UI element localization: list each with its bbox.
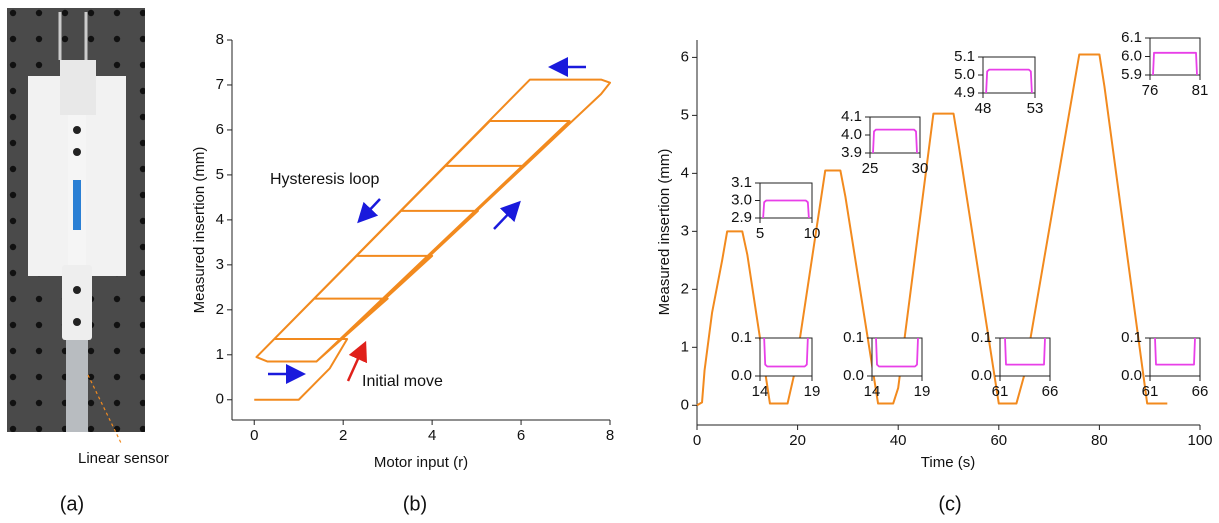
y-tick-label: 3.9 <box>841 144 862 161</box>
x-tick-label: 4 <box>428 427 436 444</box>
y-tick-label: 5 <box>216 166 224 183</box>
y-tick-label: 0 <box>681 396 689 413</box>
x-axis-label: Motor input (r) <box>374 454 468 471</box>
inset-frame <box>871 337 923 377</box>
data-line <box>872 128 918 154</box>
x-tick-label: 53 <box>1027 100 1044 117</box>
y-tick-label: 3 <box>216 256 224 273</box>
y-tick-label: 2.9 <box>731 209 752 226</box>
x-tick-label: 19 <box>914 383 931 400</box>
x-tick-label: 61 <box>1142 383 1159 400</box>
y-tick-label: 0.0 <box>731 367 752 384</box>
panel-label: (b) <box>403 493 427 515</box>
y-tick-label: 3 <box>681 222 689 239</box>
data-line <box>696 53 1168 407</box>
data-line <box>1154 337 1196 366</box>
x-tick-label: 8 <box>606 427 614 444</box>
x-tick-label: 19 <box>804 383 821 400</box>
y-axis-label: Measured insertion (mm) <box>191 147 208 314</box>
y-tick-label: 6.1 <box>1121 29 1142 46</box>
y-tick-label: 0.1 <box>1121 329 1142 346</box>
data-line <box>254 78 611 401</box>
y-tick-label: 1 <box>216 346 224 363</box>
y-tick-label: 5.0 <box>954 66 975 83</box>
y-tick-label: 0 <box>216 391 224 408</box>
data-line <box>762 199 810 219</box>
photo-annotation: Linear sensor <box>78 450 169 467</box>
y-tick-label: 5 <box>681 106 689 123</box>
y-tick-label: 4.0 <box>841 126 862 143</box>
y-tick-label: 0.1 <box>731 329 752 346</box>
inset-frame <box>999 337 1051 377</box>
x-tick-label: 80 <box>1091 432 1108 449</box>
y-tick-label: 4.1 <box>841 108 862 125</box>
x-tick-label: 10 <box>804 225 821 242</box>
x-tick-label: 0 <box>693 432 701 449</box>
inset-bg <box>1000 338 1050 376</box>
x-tick-label: 60 <box>990 432 1007 449</box>
x-tick-label: 2 <box>339 427 347 444</box>
annotation: Hysteresis loop <box>270 171 379 188</box>
y-tick-label: 6.0 <box>1121 47 1142 64</box>
photo <box>7 8 145 446</box>
y-tick-label: 3.0 <box>731 191 752 208</box>
y-tick-label: 0.0 <box>971 367 992 384</box>
x-tick-label: 81 <box>1192 82 1209 99</box>
data-line <box>875 337 919 368</box>
y-tick-label: 0.0 <box>843 367 864 384</box>
data-line <box>1004 337 1046 366</box>
inset-bg <box>872 338 922 376</box>
x-tick-label: 48 <box>975 100 992 117</box>
y-tick-label: 3.1 <box>731 174 752 191</box>
y-tick-label: 6 <box>681 48 689 65</box>
x-tick-label: 20 <box>789 432 806 449</box>
x-tick-label: 0 <box>250 427 258 444</box>
x-tick-label: 40 <box>890 432 907 449</box>
x-tick-label: 100 <box>1187 432 1212 449</box>
data-line <box>1152 51 1198 76</box>
y-tick-label: 0.0 <box>1121 367 1142 384</box>
inset-frame <box>759 337 813 377</box>
inset-bg <box>870 117 920 153</box>
data-line <box>985 68 1033 94</box>
y-tick-label: 7 <box>216 76 224 93</box>
inset-bg <box>983 57 1035 93</box>
arrows <box>268 57 586 384</box>
y-tick-label: 4.9 <box>954 84 975 101</box>
annotation: Initial move <box>362 373 443 390</box>
y-tick-label: 0.1 <box>843 329 864 346</box>
y-axis-label: Measured insertion (mm) <box>656 149 673 316</box>
x-tick-label: 30 <box>912 160 929 177</box>
x-tick-label: 76 <box>1142 82 1159 99</box>
panel-label: (c) <box>938 493 961 515</box>
x-tick-label: 25 <box>862 160 879 177</box>
data-line <box>763 337 809 368</box>
x-tick-label: 14 <box>752 383 769 400</box>
y-tick-label: 0.1 <box>971 329 992 346</box>
y-tick-label: 1 <box>681 338 689 355</box>
x-tick-label: 5 <box>756 225 764 242</box>
y-tick-label: 2 <box>681 280 689 297</box>
y-tick-label: 4 <box>216 211 224 228</box>
inset-bg <box>760 338 812 376</box>
inset-bg <box>1150 338 1200 376</box>
panel-label: (a) <box>60 493 84 515</box>
y-tick-label: 6 <box>216 121 224 138</box>
y-tick-label: 2 <box>216 301 224 318</box>
y-tick-label: 4 <box>681 164 689 181</box>
x-tick-label: 14 <box>864 383 881 400</box>
y-tick-label: 8 <box>216 31 224 48</box>
x-axis-label: Time (s) <box>921 454 975 471</box>
y-tick-label: 5.1 <box>954 48 975 65</box>
inset-frame <box>1149 337 1201 377</box>
x-tick-label: 66 <box>1192 383 1209 400</box>
y-tick-label: 5.9 <box>1121 66 1142 83</box>
x-tick-label: 6 <box>517 427 525 444</box>
x-tick-label: 66 <box>1042 383 1059 400</box>
inset-bg <box>1150 38 1200 75</box>
x-tick-label: 61 <box>992 383 1009 400</box>
